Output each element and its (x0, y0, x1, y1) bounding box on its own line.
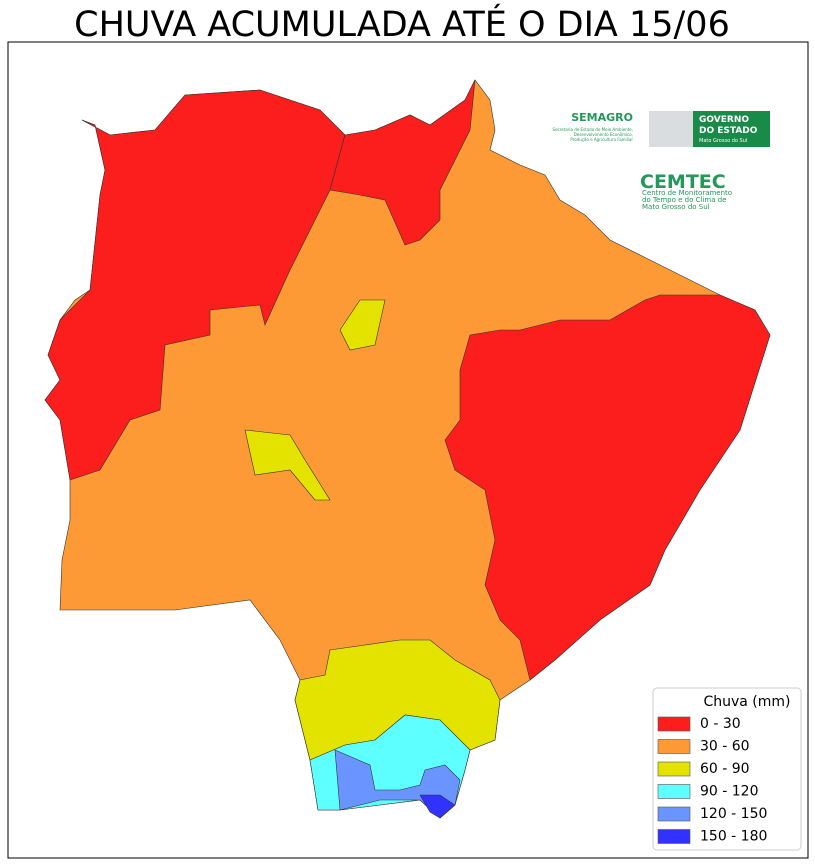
legend-label: 60 - 90 (700, 761, 750, 777)
map-title: CHUVA ACUMULADA ATÉ O DIA 15/06 (74, 3, 730, 45)
semagro-subtitle: Desenvolvimento Econômico, (574, 132, 633, 137)
cemtec-subtitle: Mato Grosso do Sul (642, 203, 710, 211)
region-center-spot (244, 429, 331, 501)
legend-swatch (657, 761, 691, 777)
cemtec-subtitle: Centro de Monitoramento (642, 189, 732, 197)
legend-title: Chuva (mm) (703, 694, 790, 710)
region-west (44, 89, 346, 481)
governo-logo: GOVERNO (699, 115, 749, 125)
legend-label: 30 - 60 (700, 739, 750, 755)
legend-label: 150 - 180 (700, 829, 767, 845)
governo-logo-crest (649, 111, 693, 147)
legend-swatch (657, 784, 691, 799)
legend-swatch (657, 739, 691, 754)
region-east (444, 294, 771, 681)
map-regions (44, 79, 771, 819)
legend-swatch (657, 716, 691, 732)
region-north-spot (339, 299, 386, 351)
legend-swatch (657, 829, 691, 844)
legend-swatch (657, 806, 691, 822)
region-north (329, 79, 476, 246)
logos: SEMAGRO Secretaria de Estado de Meio Amb… (553, 111, 770, 211)
legend: Chuva (mm) 0 - 30 30 - 60 60 - 90 90 - 120 1… (652, 687, 802, 851)
semagro-subtitle: Secretaria de Estado de Meio Ambiente, (553, 127, 633, 132)
map-frame (7, 41, 809, 859)
governo-logo: DO ESTADO (699, 126, 758, 136)
semagro-logo: SEMAGRO (571, 111, 633, 124)
cemtec-logo: CEMTEC (640, 171, 726, 193)
legend-label: 90 - 120 (700, 784, 759, 800)
governo-subtitle: Mato Grosso do Sul (699, 138, 747, 144)
legend-label: 120 - 150 (700, 806, 767, 822)
region-extreme-south (419, 794, 456, 819)
legend-label: 0 - 30 (700, 716, 741, 732)
cemtec-subtitle: do Tempo e do Clima de (642, 196, 726, 204)
semagro-subtitle: Produção e Agricultura Familiar (570, 137, 633, 142)
